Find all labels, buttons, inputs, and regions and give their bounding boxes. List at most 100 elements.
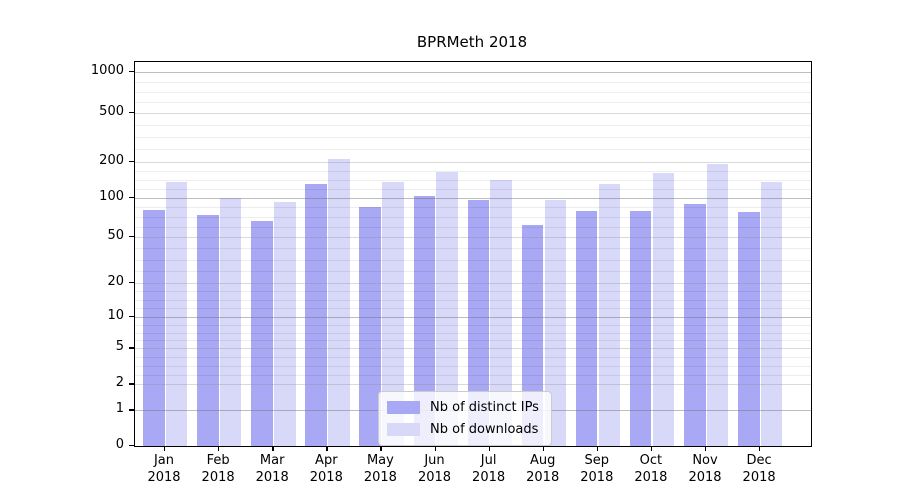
- legend-label-downloads: Nb of downloads: [430, 422, 539, 437]
- y-axis-tick-mark: [129, 71, 134, 73]
- x-axis-tick-mark: [705, 446, 707, 451]
- gridline-minor: [135, 271, 811, 273]
- gridline-minor: [135, 324, 811, 326]
- gridline-minor: [135, 82, 811, 84]
- x-axis-tick-label: Jun 2018: [403, 452, 467, 486]
- bar-distinct-ips-jul: [467, 200, 490, 446]
- y-axis-tick-mark: [129, 445, 134, 447]
- x-axis-tick-label: Jan 2018: [132, 452, 196, 486]
- gridline-minor: [135, 340, 811, 342]
- y-axis-tick-label: 0: [115, 437, 124, 452]
- x-axis-tick-label: Aug 2018: [511, 452, 575, 486]
- gridline-minor: [135, 226, 811, 228]
- gridline-minor: [135, 299, 811, 301]
- gridline-y-50: [135, 236, 811, 238]
- y-axis-tick-label: 5: [115, 339, 124, 355]
- gridline-minor: [135, 332, 811, 334]
- y-axis-tick-mark: [129, 383, 134, 385]
- gridline-minor: [135, 207, 811, 209]
- y-axis-tick-label: 500: [99, 103, 124, 119]
- y-axis-tick-label: 10: [107, 308, 124, 323]
- x-axis-tick-label: Nov 2018: [673, 452, 737, 486]
- x-axis-tick-label: Oct 2018: [619, 452, 683, 486]
- bar-downloads-apr: [328, 158, 350, 446]
- x-axis-tick-label: May 2018: [348, 452, 412, 486]
- x-axis-tick-mark: [434, 446, 436, 451]
- bar-downloads-may: [382, 182, 404, 446]
- x-axis-tick-mark: [272, 446, 274, 451]
- gridline-minor: [135, 124, 811, 126]
- bar-downloads-jan: [165, 182, 188, 446]
- gridline-minor: [135, 357, 811, 359]
- gridline-y-5: [135, 348, 811, 350]
- y-axis-tick-mark: [129, 235, 134, 238]
- bar-distinct-ips-feb: [197, 214, 219, 446]
- gridline-minor: [135, 217, 811, 219]
- bar-downloads-aug: [544, 200, 567, 446]
- gridline-y-200: [135, 161, 811, 163]
- bar-distinct-ips-apr: [305, 184, 327, 446]
- x-axis-tick-label: Jul 2018: [457, 452, 521, 486]
- gridline-y-1000: [135, 72, 811, 73]
- y-axis-tick-mark: [129, 160, 134, 162]
- x-axis-tick-year: 2018: [742, 470, 776, 485]
- legend: Nb of distinct IPs Nb of downloads: [378, 391, 552, 446]
- y-axis-tick-mark: [129, 316, 134, 318]
- x-axis-tick-year: 2018: [688, 470, 722, 485]
- x-axis-tick-label: Apr 2018: [294, 452, 358, 486]
- bar-downloads-nov: [706, 164, 729, 446]
- x-axis-tick-year: 2018: [472, 470, 506, 485]
- x-axis-tick-label: Dec 2018: [727, 452, 791, 486]
- bar-downloads-dec: [760, 182, 783, 446]
- gridline-minor: [135, 291, 811, 293]
- x-axis-tick-mark: [380, 446, 382, 451]
- y-axis-tick-mark: [129, 111, 134, 113]
- bar-downloads-oct: [652, 172, 675, 446]
- gridline-minor: [135, 308, 811, 310]
- y-axis-tick-mark: [129, 196, 134, 199]
- gridline-minor: [135, 137, 811, 138]
- x-axis-tick-mark: [759, 446, 761, 451]
- bar-distinct-ips-may: [359, 206, 381, 446]
- bar-distinct-ips-sep: [575, 210, 598, 446]
- gridline-minor: [135, 366, 811, 368]
- x-axis-tick-year: 2018: [309, 470, 343, 485]
- plot-area: Nb of distinct IPs Nb of downloads: [134, 61, 812, 447]
- x-axis-tick-year: 2018: [417, 470, 452, 485]
- x-axis-tick-mark: [218, 446, 220, 451]
- legend-swatch-downloads-icon: [387, 423, 420, 436]
- legend-item-distinct-ips: Nb of distinct IPs: [387, 398, 539, 417]
- bar-distinct-ips-jan: [143, 209, 165, 446]
- x-axis-tick-label: Mar 2018: [240, 452, 304, 486]
- bar-distinct-ips-jun: [413, 196, 436, 446]
- legend-item-downloads: Nb of downloads: [387, 420, 539, 439]
- y-axis-tick-label: 100: [99, 188, 124, 204]
- x-axis-tick-year: 2018: [255, 470, 289, 485]
- gridline-minor: [135, 248, 811, 250]
- x-axis-tick-year: 2018: [580, 470, 614, 485]
- bar-downloads-mar: [274, 202, 296, 446]
- bar-distinct-ips-mar: [251, 221, 273, 446]
- x-axis-tick-mark: [542, 446, 545, 451]
- y-axis-tick-label: 1: [115, 401, 124, 417]
- gridline-minor: [135, 259, 811, 261]
- bar-downloads-sep: [598, 184, 621, 446]
- bar-distinct-ips-dec: [738, 212, 760, 446]
- y-axis-tick-label: 2: [115, 375, 124, 391]
- bar-distinct-ips-aug: [521, 224, 544, 446]
- x-axis-tick-year: 2018: [147, 470, 181, 485]
- x-axis-tick-year: 2018: [634, 470, 668, 485]
- x-axis-tick-label: Feb 2018: [186, 452, 250, 486]
- legend-swatch-distinct-ips-icon: [387, 401, 420, 414]
- gridline-minor: [135, 170, 811, 172]
- y-axis-tick-label: 1000: [90, 63, 124, 78]
- gridline-minor: [135, 188, 811, 190]
- y-axis-tick-label: 200: [99, 152, 124, 168]
- bar-distinct-ips-nov: [684, 203, 706, 446]
- bar-distinct-ips-oct: [629, 210, 652, 446]
- gridline-y-500: [135, 112, 811, 114]
- x-axis-tick-mark: [650, 446, 653, 451]
- x-axis-tick-year: 2018: [363, 470, 397, 485]
- legend-label-distinct-ips: Nb of distinct IPs: [430, 400, 539, 415]
